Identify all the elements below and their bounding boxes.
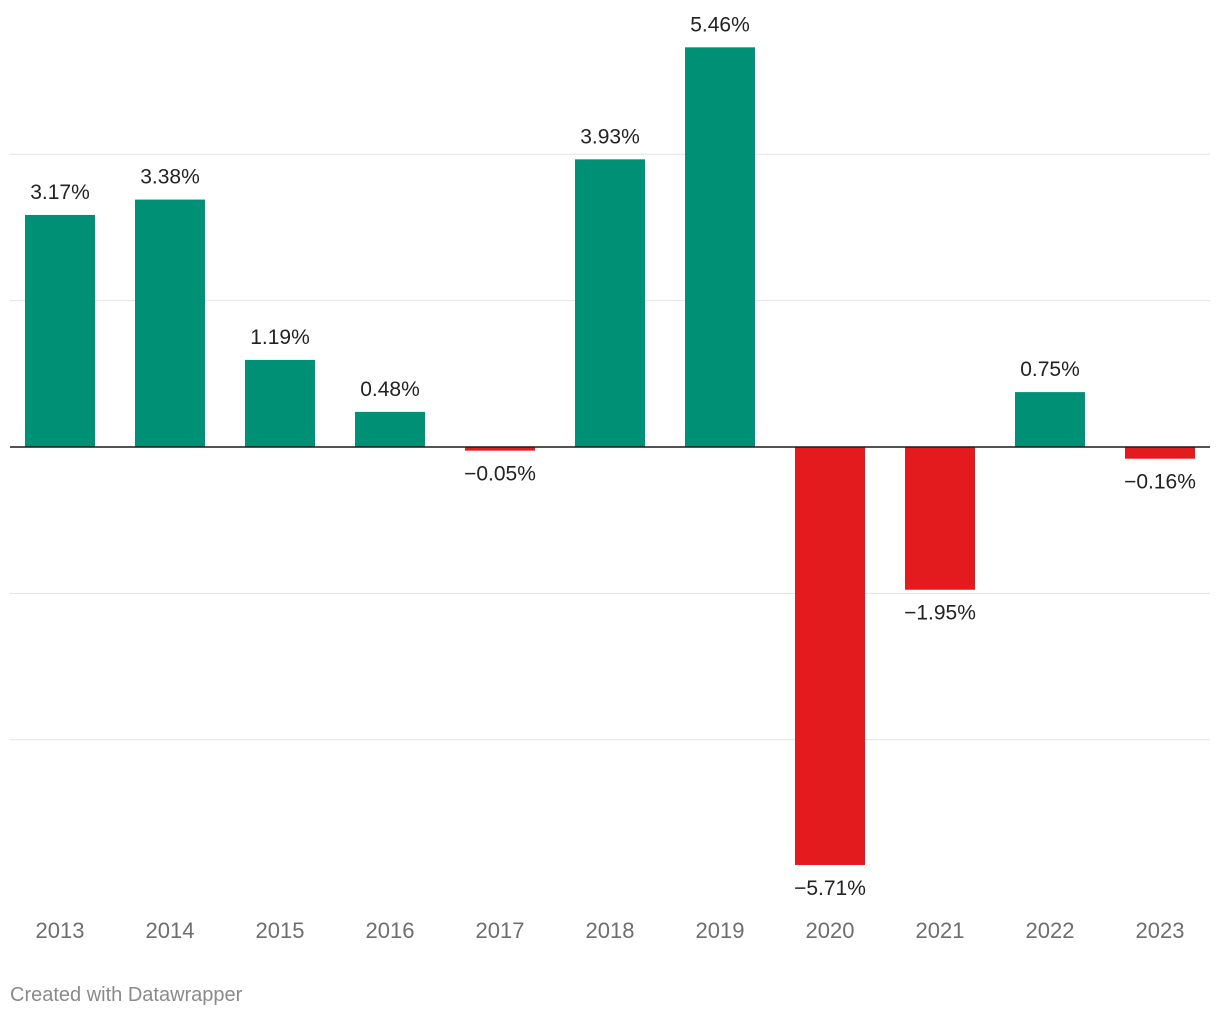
x-tick-label-2013: 2013 bbox=[36, 918, 85, 943]
datawrapper-credit[interactable]: Created with Datawrapper bbox=[10, 984, 243, 1006]
x-tick-label-2022: 2022 bbox=[1026, 918, 1075, 943]
x-tick-label-2014: 2014 bbox=[146, 918, 195, 943]
x-tick-label-2019: 2019 bbox=[696, 918, 745, 943]
bar-2019 bbox=[685, 47, 755, 447]
x-tick-label-2015: 2015 bbox=[256, 918, 305, 943]
data-label-2020: −5.71% bbox=[794, 877, 866, 900]
bars bbox=[25, 47, 1195, 865]
bar-2014 bbox=[135, 199, 205, 447]
gridlines bbox=[10, 153, 1210, 741]
data-label-2022: 0.75% bbox=[1020, 358, 1080, 381]
data-label-2016: 0.48% bbox=[360, 378, 420, 401]
bar-2018 bbox=[575, 159, 645, 447]
bar-2023 bbox=[1125, 447, 1195, 459]
data-label-2017: −0.05% bbox=[464, 463, 536, 486]
value-labels: 3.17% 3.38% 1.19% 0.48% −0.05% 3.93% 5.46% −5.7… bbox=[30, 13, 1196, 900]
data-label-2021: −1.95% bbox=[904, 602, 976, 625]
bar-2015 bbox=[245, 359, 315, 447]
x-tick-label-2021: 2021 bbox=[916, 918, 965, 943]
x-tick-label-2017: 2017 bbox=[476, 918, 525, 943]
data-label-2023: −0.16% bbox=[1124, 471, 1196, 494]
x-tick-label-2020: 2020 bbox=[806, 918, 855, 943]
data-label-2013: 3.17% bbox=[30, 181, 90, 204]
bar-2020 bbox=[795, 447, 865, 865]
x-tick-label-2023: 2023 bbox=[1136, 918, 1185, 943]
x-axis-ticks: 2013 2014 2015 2016 2017 2018 2019 2020 2021 2022… bbox=[36, 918, 1185, 943]
data-label-2018: 3.93% bbox=[580, 125, 640, 148]
data-label-2019: 5.46% bbox=[690, 13, 750, 36]
data-label-2015: 1.19% bbox=[250, 326, 310, 349]
bar-2017 bbox=[465, 447, 535, 451]
x-tick-label-2016: 2016 bbox=[366, 918, 415, 943]
data-label-2014: 3.38% bbox=[140, 166, 200, 189]
bar-2016 bbox=[355, 411, 425, 447]
bar-2022 bbox=[1015, 392, 1085, 447]
bar-2013 bbox=[25, 214, 95, 447]
x-tick-label-2018: 2018 bbox=[586, 918, 635, 943]
bar-2021 bbox=[905, 447, 975, 590]
